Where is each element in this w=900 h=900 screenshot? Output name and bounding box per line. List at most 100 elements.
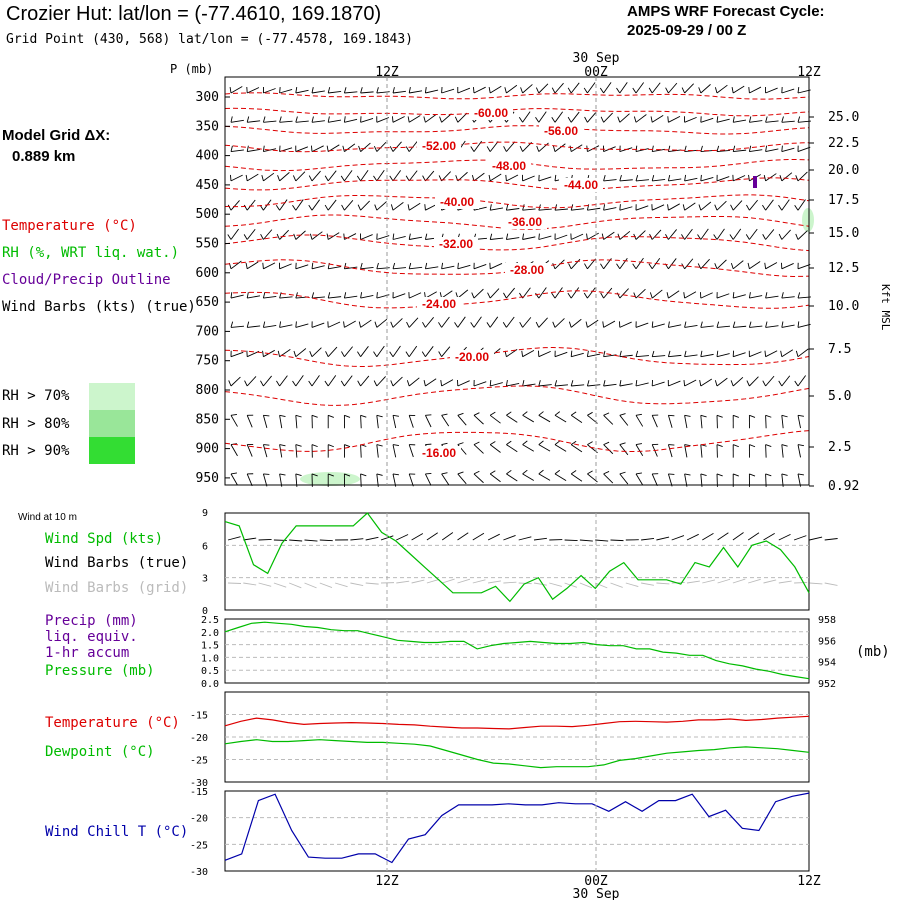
wind-barb-feather bbox=[684, 444, 691, 447]
wind-barb-feather bbox=[651, 350, 655, 357]
wind-barb-grid bbox=[442, 578, 455, 584]
wind-barb-feather bbox=[518, 117, 523, 123]
wind-barb-feather bbox=[781, 145, 783, 152]
wind-barb-shaft bbox=[376, 318, 388, 328]
wind-barb-feather bbox=[457, 412, 464, 416]
wind-barbs-10m bbox=[227, 532, 838, 589]
wind-barb-feather bbox=[583, 292, 588, 299]
wind-barb-feather bbox=[667, 145, 671, 152]
wind-barb-shaft bbox=[376, 267, 390, 270]
wind-barb-feather bbox=[538, 233, 540, 240]
wind-barb-shaft bbox=[765, 173, 777, 182]
wind-barb-shaft bbox=[473, 140, 483, 152]
wind-barb-shaft bbox=[667, 444, 673, 458]
wind-barb-shaft bbox=[619, 321, 632, 328]
wind-barb-shaft bbox=[538, 473, 551, 481]
windchill-tick-label: -30 bbox=[190, 867, 208, 878]
wind-barb-feather bbox=[279, 292, 282, 299]
wind-barb-shaft bbox=[716, 228, 725, 240]
wind-barb-shaft bbox=[668, 149, 682, 153]
contour-label: -52.00 bbox=[422, 139, 456, 153]
wind-barb-feather bbox=[374, 204, 378, 211]
wind-barb-feather bbox=[376, 414, 383, 418]
wind-barb-grid bbox=[273, 582, 287, 588]
wind-barb-feather bbox=[535, 292, 540, 299]
wind-barb-feather bbox=[795, 350, 799, 357]
wind-barb-feather bbox=[683, 379, 686, 387]
wind-barb-feather bbox=[279, 473, 286, 476]
wind-barb-shaft bbox=[392, 415, 397, 429]
wind-barb-shaft bbox=[522, 84, 533, 94]
grid-point-subtitle: Grid Point (430, 568) lat/lon = (-77.457… bbox=[6, 32, 413, 47]
wind-barb-feather bbox=[340, 175, 345, 182]
wind-barb-shaft bbox=[490, 237, 504, 240]
wind-barb-feather bbox=[745, 234, 750, 240]
wind-barb-shaft bbox=[376, 376, 386, 387]
wind-barb-feather bbox=[327, 87, 331, 94]
wind-barb-shaft bbox=[684, 291, 697, 299]
wind-barb-shaft bbox=[473, 473, 484, 484]
wind-barb-feather bbox=[619, 350, 622, 357]
wind-barb-shaft bbox=[733, 294, 746, 299]
wind-barb-shaft bbox=[522, 383, 536, 387]
wind-barb-shaft bbox=[295, 444, 298, 458]
precip-tick-label: 1.0 bbox=[201, 653, 219, 664]
wind-barb-true bbox=[809, 536, 823, 541]
wind-barb-shaft bbox=[441, 379, 454, 387]
wind-barb-feather bbox=[648, 263, 653, 270]
wind-barb-shaft bbox=[247, 148, 261, 153]
wind-barb-shaft bbox=[570, 444, 583, 453]
wind-barb-feather bbox=[488, 87, 491, 94]
wind-barb-shaft bbox=[733, 149, 747, 153]
wind-barb-shaft bbox=[570, 82, 580, 94]
wind-barb-feather bbox=[505, 174, 507, 181]
wind-barb-shaft bbox=[263, 325, 277, 328]
pressure-tick-label: 350 bbox=[196, 119, 219, 134]
wind-barb-feather bbox=[764, 350, 767, 357]
wind-barb-shaft bbox=[554, 111, 564, 123]
wind-barb-shaft bbox=[473, 288, 484, 299]
wind-barb-feather bbox=[551, 87, 556, 94]
wind-barb-feather bbox=[230, 116, 233, 123]
wind-barb-feather bbox=[700, 473, 707, 476]
pressure-tick-label: 300 bbox=[196, 90, 219, 105]
wind-barb-feather bbox=[473, 86, 475, 94]
wind-barb-feather bbox=[552, 145, 556, 152]
rh90-swatch bbox=[89, 437, 135, 464]
wind-barb-shaft bbox=[700, 177, 714, 182]
bottom-time-tick-label: 12Z bbox=[797, 874, 821, 889]
wind-barb-feather bbox=[243, 234, 248, 240]
wind-barb-feather bbox=[684, 350, 687, 357]
wind-barb-feather bbox=[503, 292, 507, 299]
wind-barb-shaft bbox=[344, 233, 357, 240]
wind-barb-shaft bbox=[619, 444, 629, 456]
wind-barb-feather bbox=[390, 380, 394, 387]
pressure-tick-label: 450 bbox=[196, 178, 219, 193]
wind-barb-shaft bbox=[749, 351, 762, 358]
height-tick-label: 2.5 bbox=[828, 440, 851, 455]
contour-labels: -60.00 -56.00 -52.00 -48.00 -44.00 -40.00 -36.… bbox=[417, 106, 603, 460]
wind-barb-shaft bbox=[554, 208, 568, 211]
windchill-tick-label: -15 bbox=[190, 787, 208, 798]
wind-barb-feather bbox=[603, 441, 610, 446]
wind-barb-shaft bbox=[344, 295, 358, 299]
wind-barb-shaft bbox=[327, 346, 338, 358]
wind-barb-shaft bbox=[392, 318, 403, 328]
wind-barb-feather bbox=[422, 321, 426, 328]
wind-barb-shaft bbox=[684, 177, 698, 182]
wind-barb-feather bbox=[666, 292, 669, 299]
isotherm-line bbox=[224, 177, 810, 191]
height-tick-label: 7.5 bbox=[828, 342, 851, 357]
wind-barb-grid bbox=[579, 582, 593, 589]
wind-barb-shaft bbox=[668, 203, 680, 211]
wind-barb-shaft bbox=[489, 473, 501, 483]
wind-barb-shaft bbox=[765, 325, 779, 328]
wind-barb-shaft bbox=[538, 414, 551, 423]
legend-pressure: Pressure (mb) bbox=[45, 663, 155, 679]
isotherm-line bbox=[224, 214, 810, 230]
rh-shade-right bbox=[802, 208, 814, 232]
wind-barb-shaft bbox=[749, 295, 763, 299]
wind-barb-shaft bbox=[797, 375, 806, 387]
wind-barb-shaft bbox=[603, 414, 614, 425]
wind-barb-feather bbox=[587, 411, 593, 416]
